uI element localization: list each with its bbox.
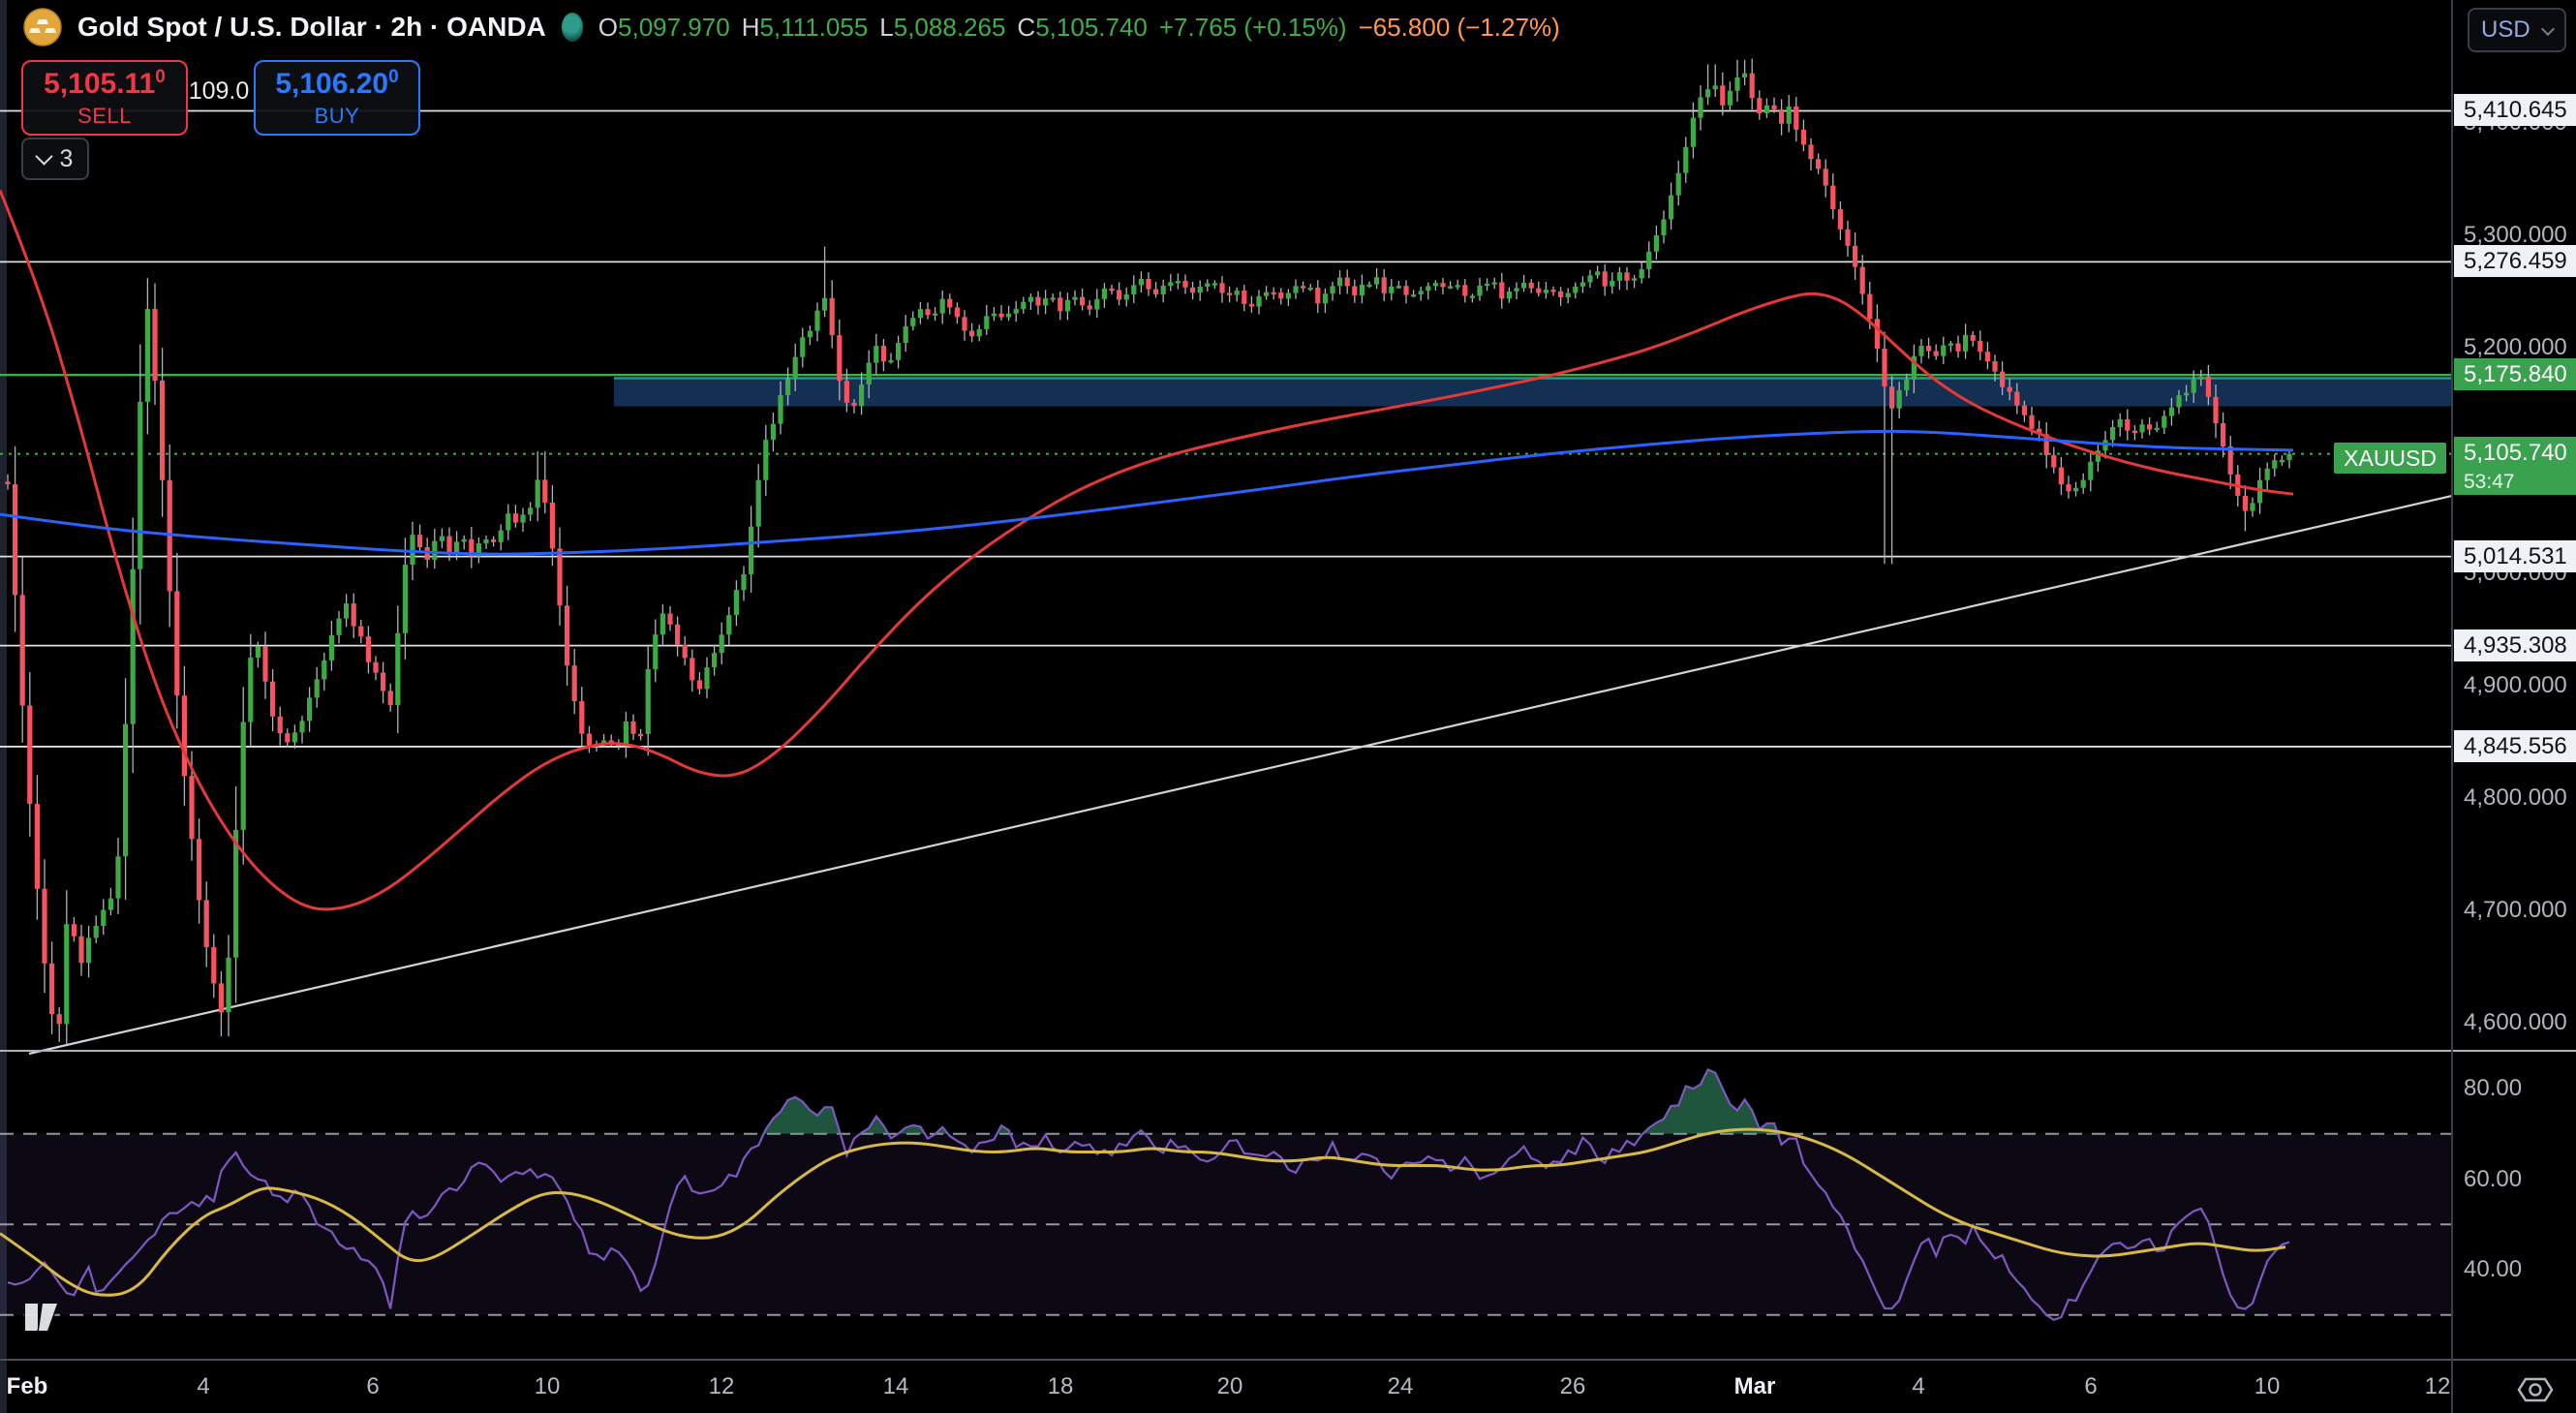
price-level-label: 4,845.556 [2454, 729, 2576, 762]
price-level-label: 5,014.531 [2454, 539, 2576, 572]
time-label: 6 [2084, 1373, 2098, 1399]
session-change-value: −65.800 (−1.27%) [1358, 12, 1560, 42]
legend-count: 3 [59, 144, 74, 172]
price-tick: 4,800.000 [2464, 783, 2567, 811]
price-level-label: 5,276.459 [2454, 245, 2576, 278]
ohlc-item: L5,088.265 [879, 12, 1006, 42]
time-label: 24 [1387, 1373, 1414, 1399]
time-label: Feb [6, 1373, 48, 1399]
symbol-header: Gold Spot / U.S. Dollar · 2h · OANDA O5,… [23, 8, 1560, 46]
price-level-label: 4,935.308 [2454, 629, 2576, 661]
buy-label: BUY [314, 103, 360, 128]
legend-collapse-chip[interactable]: 3 [21, 138, 89, 180]
price-tick: 5,200.000 [2464, 334, 2567, 361]
zone-price-label: 5,175.840 [2454, 358, 2576, 391]
time-label: 12 [708, 1373, 735, 1399]
sell-button[interactable]: 5,105.110 SELL [21, 60, 188, 136]
tradingview-logo [21, 1292, 66, 1341]
time-label: 4 [1912, 1373, 1925, 1399]
price-axis[interactable]: 5,400.0005,300.0005,200.0005,000.0004,90… [2454, 0, 2576, 1413]
time-label: 12 [2424, 1373, 2451, 1399]
price-tick: 5,300.000 [2464, 222, 2567, 248]
buy-button[interactable]: 5,106.200 BUY [254, 60, 420, 136]
price-tick: 4,900.000 [2464, 671, 2567, 698]
current-price-label: 5,105.740 53:47 [2454, 436, 2576, 495]
buy-price: 5,106.20 [275, 67, 389, 100]
time-label: 10 [2254, 1373, 2281, 1399]
market-status-icon[interactable] [561, 13, 583, 42]
currency-selector[interactable]: USD [2468, 8, 2566, 52]
price-tick: 4,700.000 [2464, 897, 2567, 923]
sell-price-pip: 0 [155, 66, 166, 87]
time-label: 10 [534, 1373, 561, 1399]
sell-label: SELL [77, 103, 132, 128]
ohlc-item: O5,097.970 [598, 12, 730, 42]
ohlc-item: C5,105.740 [1017, 12, 1148, 42]
gold-ingots-icon [23, 8, 62, 46]
red-ma-line [0, 189, 2294, 911]
symbol-tag: XAUUSD [2334, 443, 2446, 474]
rsi-ma-line [0, 1127, 2286, 1297]
price-level-label: 5,410.645 [2454, 94, 2576, 127]
time-label: 18 [1047, 1373, 1074, 1399]
time-label: 26 [1559, 1373, 1586, 1399]
time-label: 4 [197, 1373, 210, 1399]
spread-value: 109.0 [188, 77, 250, 105]
time-axis[interactable]: Feb 4 6 10 12 14 18 20 24 26 Mar 4 6 10 12 [0, 1366, 2576, 1413]
time-label: 6 [366, 1373, 380, 1399]
price-tick: 4,600.000 [2464, 1009, 2567, 1036]
blue-ma-line [0, 429, 2294, 556]
settings-icon[interactable] [2514, 1371, 2557, 1413]
chevron-down-icon [2540, 21, 2556, 36]
buy-price-pip: 0 [388, 66, 399, 87]
time-label: Mar [1733, 1373, 1776, 1399]
rsi-tick: 40.00 [2464, 1256, 2523, 1282]
change-value: +7.765 (+0.15%) [1158, 12, 1347, 42]
rsi-line [7, 1068, 2290, 1322]
candles [5, 58, 2292, 1045]
rsi-tick: 60.00 [2464, 1165, 2523, 1192]
time-label: 20 [1216, 1373, 1243, 1399]
symbol-title[interactable]: Gold Spot / U.S. Dollar · 2h · OANDA [77, 12, 546, 42]
ohlc-item: H5,111.055 [741, 12, 869, 42]
currency-value: USD [2481, 16, 2530, 43]
time-label: 14 [882, 1373, 909, 1399]
ohlc-readout: O5,097.970 H5,111.055 L5,088.265 C5,105.740… [598, 13, 1560, 43]
chevron-down-icon [34, 147, 53, 166]
rsi-tick: 80.00 [2464, 1075, 2523, 1101]
sell-price: 5,105.11 [44, 67, 156, 100]
